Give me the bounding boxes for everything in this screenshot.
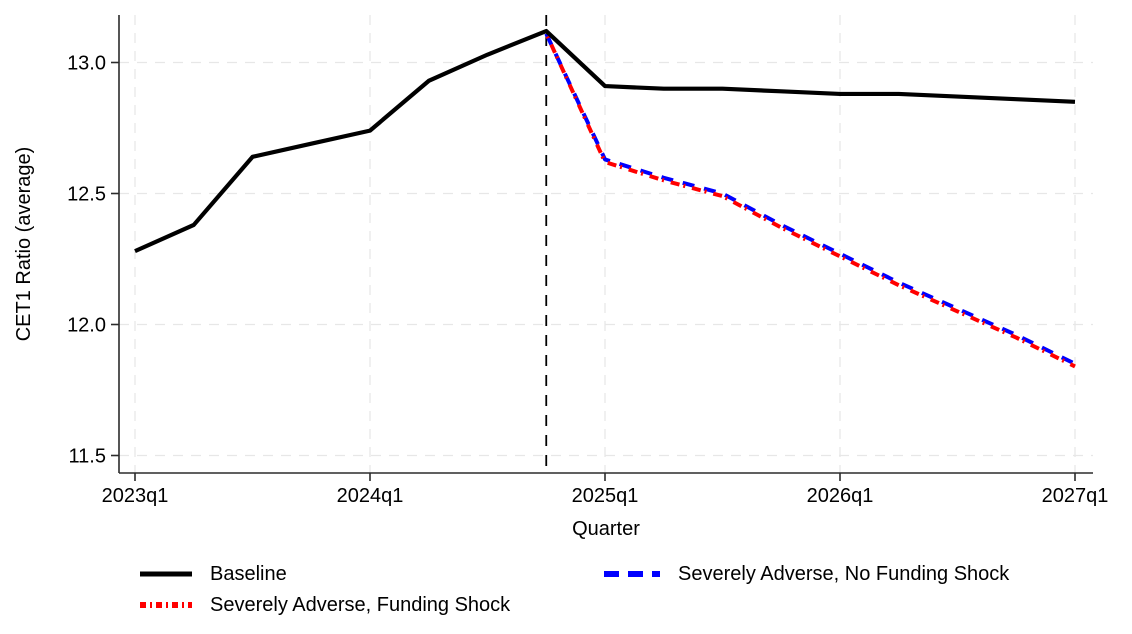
x-tick-label: 2027q1: [1042, 485, 1109, 507]
x-tick-label: 2025q1: [572, 485, 639, 507]
chart-plot-area: 11.5 12.0 12.5 13.0 2023q1 2024q1 2025q1 2026q1…: [13, 15, 1109, 540]
x-axis-title: Quarter: [572, 518, 640, 540]
legend-entry-baseline: Baseline: [139, 563, 603, 585]
legend-entry-funding-shock: Severely Adverse, Funding Shock: [139, 594, 603, 616]
y-tick-label: 13.0: [67, 53, 106, 75]
series-line-severely-adverse-no-funding-shock: [544, 32, 1076, 366]
x-tick-label: 2024q1: [337, 485, 404, 507]
legend-label-funding-shock: Severely Adverse, Funding Shock: [210, 594, 511, 616]
legend-label-no-funding-shock: Severely Adverse, No Funding Shock: [678, 563, 1010, 585]
series-line-baseline: [134, 28, 1076, 254]
y-axis-title: CET1 Ratio (average): [13, 147, 35, 342]
y-tick-label: 12.0: [67, 315, 106, 337]
chart-legend: Baseline Severely Adverse, No Funding Sh…: [139, 563, 1009, 616]
legend-label-baseline: Baseline: [210, 563, 287, 585]
x-tick-label: 2023q1: [102, 485, 169, 507]
x-tick-label: 2026q1: [807, 485, 874, 507]
y-tick-label: 12.5: [67, 184, 106, 206]
baseline-line-swatch: [140, 571, 192, 577]
legend-entry-no-funding-shock: Severely Adverse, No Funding Shock: [603, 563, 1009, 585]
dash-dot-line-swatch: [140, 602, 192, 608]
y-tick-label: 11.5: [69, 446, 106, 468]
series-line-severely-adverse-funding-shock: [544, 32, 1076, 369]
dashed-line-swatch: [604, 571, 660, 577]
